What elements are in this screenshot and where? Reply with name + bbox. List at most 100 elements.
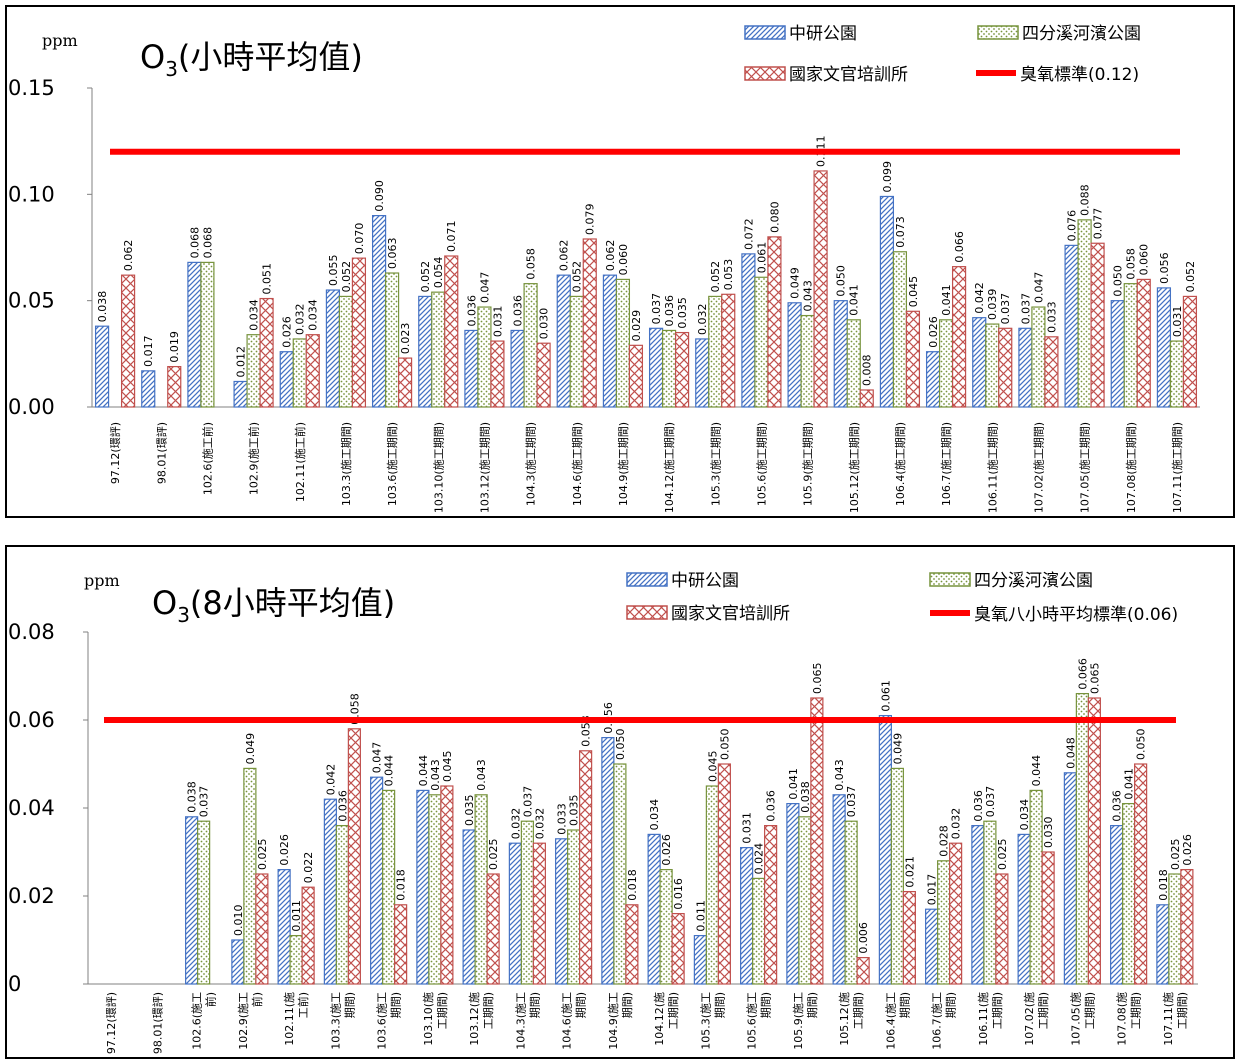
data-label: 0.035 xyxy=(568,795,581,827)
category-label: 104.6(施工期間) xyxy=(571,422,584,506)
data-label: 0.076 xyxy=(1066,210,1079,242)
bar-diagonal xyxy=(416,789,430,985)
bar-diagonal xyxy=(462,829,476,985)
y-tick-label: 0.10 xyxy=(8,182,55,206)
category-label: 106.4(施工 xyxy=(884,992,897,1050)
legend-item-series-1: 四分溪河濱公園 xyxy=(929,571,1093,591)
bar-dots xyxy=(983,820,997,985)
category-label: 期間) xyxy=(528,992,541,1018)
data-label: 0.031 xyxy=(491,306,504,337)
bar-cross xyxy=(949,842,963,985)
bar-dots xyxy=(1122,802,1136,985)
data-label: 0.034 xyxy=(1018,799,1031,831)
data-label: 0.043 xyxy=(475,759,488,791)
data-label: 0.028 xyxy=(938,825,951,857)
eight-hour-ozone-chart: ppm O3(8小時平均值) 中研公園 四分溪河濱公園 國家文官培訓所 臭氧八小… xyxy=(5,545,1235,1059)
bar-cross xyxy=(767,236,782,408)
data-label: 0.031 xyxy=(1171,306,1184,338)
bar-dots xyxy=(197,820,211,985)
category-label: 106.11(施 xyxy=(977,992,990,1046)
legend-swatch xyxy=(977,25,1019,40)
bar-dots xyxy=(246,334,261,408)
bar-dots xyxy=(567,829,581,985)
category-label: 102.9(施工 xyxy=(237,992,250,1050)
data-label: 0.035 xyxy=(463,795,476,827)
bar-cross xyxy=(671,912,685,985)
bar-diagonal xyxy=(832,794,846,985)
bar-cross xyxy=(902,890,916,985)
category-label: 106.7(施工期間) xyxy=(940,422,953,506)
bar-cross xyxy=(810,697,824,985)
bar-diagonal xyxy=(185,816,199,985)
data-label: 0.024 xyxy=(753,843,766,875)
bar-cross xyxy=(1182,295,1198,408)
category-label: 104.3(施工期間) xyxy=(525,422,538,506)
legend-swatch xyxy=(744,25,786,40)
data-label: 0.043 xyxy=(833,759,846,791)
data-label: 0.071 xyxy=(445,221,458,253)
bar-dots xyxy=(431,291,446,408)
data-label: 0.050 xyxy=(835,265,848,297)
data-label: 0.032 xyxy=(696,303,709,335)
data-label: 0.079 xyxy=(584,203,597,235)
category-label: 前) xyxy=(250,992,264,1007)
bar-diagonal xyxy=(1110,300,1125,408)
bar-diagonal xyxy=(833,300,848,408)
category-label: 104.12(施 xyxy=(653,992,666,1046)
category-label: 107.05(施 xyxy=(1069,992,1082,1046)
bar-cross xyxy=(536,342,551,408)
data-label: 0.072 xyxy=(742,218,755,250)
data-label: 0.021 xyxy=(903,856,916,888)
data-label: 0.066 xyxy=(953,231,966,263)
bar-diagonal xyxy=(510,329,525,408)
data-label: 0.077 xyxy=(1092,208,1105,240)
category-labels: 97.12(環評)98.01(環評)102.6(施工前)102.9(施工前)10… xyxy=(104,992,1189,1054)
category-label: 97.12(環評) xyxy=(108,422,122,484)
category-label: 期間) xyxy=(760,992,773,1018)
bar-diagonal xyxy=(94,325,110,408)
category-label: 工期間) xyxy=(1037,992,1050,1029)
category-label: 103.12(施工期間) xyxy=(478,422,491,513)
data-label: 0.036 xyxy=(1111,790,1124,822)
category-label: 103.3(施工 xyxy=(329,992,342,1050)
data-label: 0.041 xyxy=(1123,768,1136,800)
data-label: 0.012 xyxy=(235,346,248,377)
bar-diagonal xyxy=(279,351,294,408)
y-tick-label: 0.15 xyxy=(8,76,55,100)
bar-diagonal xyxy=(325,289,341,408)
bar-diagonal xyxy=(740,846,754,985)
data-label: 0.032 xyxy=(950,808,963,840)
bar-dots xyxy=(844,820,858,985)
bar-dots xyxy=(1169,340,1185,408)
bar-cross xyxy=(1136,278,1151,408)
category-label: 104.12(施工期間) xyxy=(663,422,676,513)
data-label: 0.065 xyxy=(811,663,824,695)
data-label: 0.052 xyxy=(1184,261,1197,293)
data-label: 0.099 xyxy=(881,161,894,193)
legend-item-series-2: 國家文官培訓所 xyxy=(626,604,790,624)
chart-frame xyxy=(5,545,1235,1059)
bar-cross xyxy=(674,331,690,408)
data-label: 0.080 xyxy=(768,201,781,233)
bar-dots xyxy=(520,820,534,985)
data-label: 0.037 xyxy=(984,786,997,818)
bar-diagonal xyxy=(187,261,202,408)
category-label: 103.6(施工期間) xyxy=(386,422,399,506)
y-axis: 0.00 0.05 0.10 0.15 xyxy=(8,76,1200,419)
bar-diagonal xyxy=(647,833,661,985)
data-label: 0.037 xyxy=(1019,293,1032,325)
category-label: 103.6(施工 xyxy=(376,992,389,1050)
data-label: 0.032 xyxy=(294,303,307,335)
data-label: 0.068 xyxy=(188,227,201,259)
data-label: 0.036 xyxy=(512,295,525,327)
legend-item-series-1: 四分溪河濱公園 xyxy=(977,24,1141,44)
bar-cross xyxy=(347,728,361,985)
data-label: 0.058 xyxy=(348,693,361,725)
category-label: 期間) xyxy=(343,992,356,1018)
category-label: 期間) xyxy=(898,992,911,1018)
data-label: 0.047 xyxy=(1032,272,1045,304)
bar-cross xyxy=(444,255,459,408)
category-label: 105.12(施工期間) xyxy=(848,422,861,513)
data-label: 0.045 xyxy=(706,751,719,783)
bar-dots xyxy=(613,763,627,985)
